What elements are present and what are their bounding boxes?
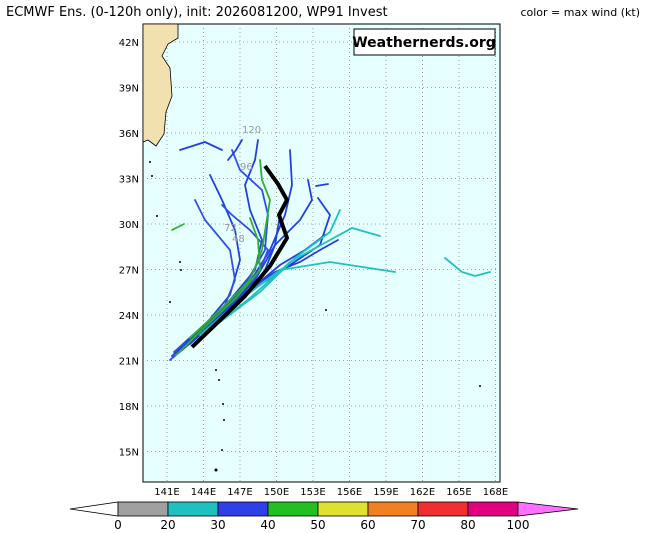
hour-label: 48 <box>232 234 245 245</box>
watermark: Weathernerds.org <box>352 35 496 51</box>
map-area <box>142 23 501 483</box>
hour-label: 120 <box>242 125 261 136</box>
lon-label: 162E <box>410 487 435 498</box>
watermark-box <box>353 28 496 56</box>
colorbar <box>69 501 579 517</box>
colorbar-label: 50 <box>310 518 325 532</box>
colorbar-label: 70 <box>410 518 425 532</box>
lon-label: 147E <box>227 487 252 498</box>
lon-label: 156E <box>337 487 362 498</box>
land <box>142 23 179 147</box>
lat-label: 27N <box>119 266 139 277</box>
colorbar-label: 20 <box>160 518 175 532</box>
lon-label: 168E <box>483 487 508 498</box>
colorbar-label: 80 <box>460 518 475 532</box>
lat-label: 30N <box>119 220 139 231</box>
title: ECMWF Ens. (0-120h only), init: 20260812… <box>6 5 388 20</box>
lat-label: 42N <box>119 38 139 49</box>
lon-label: 141E <box>154 487 179 498</box>
colorbar-label: 60 <box>360 518 375 532</box>
colorbar-labels: 0 20 30 40 50 60 70 80 100 <box>114 518 529 532</box>
tracks <box>169 139 491 361</box>
legend-note: color = max wind (kt) <box>520 6 640 19</box>
lon-label: 153E <box>300 487 325 498</box>
lat-label: 18N <box>119 402 139 413</box>
hour-label: 96 <box>240 162 253 173</box>
lat-label: 21N <box>119 357 139 368</box>
lon-label: 150E <box>264 487 289 498</box>
lat-label: 33N <box>119 175 139 186</box>
lat-label: 24N <box>119 311 139 322</box>
lon-label: 165E <box>446 487 471 498</box>
colorbar-label: 40 <box>260 518 275 532</box>
lon-label: 144E <box>191 487 216 498</box>
mean-track <box>190 164 289 349</box>
lon-label: 159E <box>373 487 398 498</box>
lat-label: 36N <box>119 129 139 140</box>
islands <box>149 161 481 472</box>
colorbar-label: 0 <box>114 518 122 532</box>
colorbar-label: 100 <box>507 518 530 532</box>
hour-label: 72 <box>224 223 237 234</box>
lat-label: 15N <box>119 448 139 459</box>
colorbar-label: 30 <box>210 518 225 532</box>
lat-label: 39N <box>119 84 139 95</box>
